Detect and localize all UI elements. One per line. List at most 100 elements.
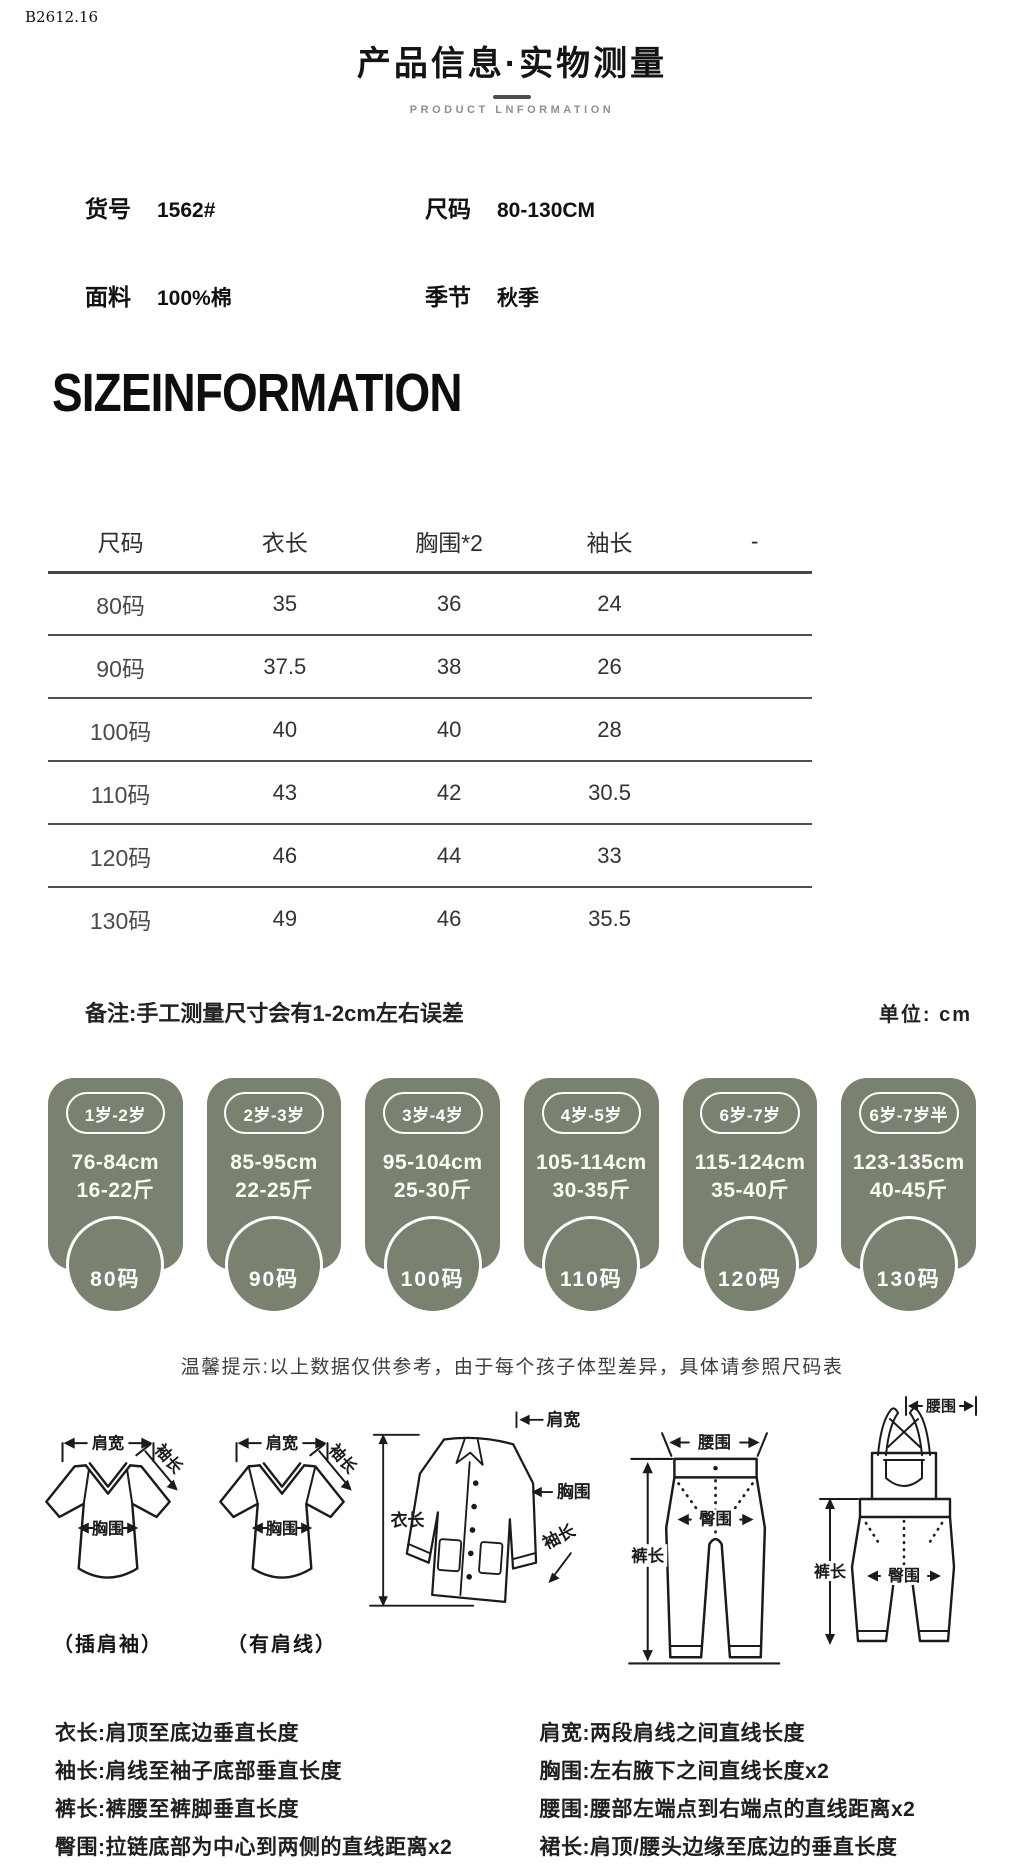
season-value: 秋季	[497, 287, 539, 310]
product-attributes-row-2: 面料 100%棉 季节 秋季	[85, 278, 1024, 312]
tshirt-raglan-diagram: 肩宽 胸围 袖长	[45, 1434, 187, 1579]
age-size-badge-100: 3岁-4岁 95-104cm 25-30斤 100码	[365, 1078, 501, 1322]
size-range-field: 尺码 80-130CM	[425, 190, 765, 224]
garment-length-label: 衣长	[391, 1510, 425, 1530]
col-header-length: 衣长	[261, 530, 308, 557]
raglan-caption: （插肩袖）	[53, 1634, 163, 1656]
size-table-row: 110码 43 42 30.5	[48, 761, 812, 824]
product-attributes: 货号 1562# 尺码 80-130CM 面料 100%棉 季节 秋季	[85, 190, 1024, 312]
sleeve-length-label: 袖长	[539, 1520, 578, 1553]
height-weight-range: 76-84cm 16-22斤	[48, 1149, 183, 1204]
tshirt-shoulder-line-figure: 肩宽 胸围 袖长 （有肩线）	[202, 1429, 362, 1657]
height-weight-range: 115-124cm 35-40斤	[683, 1149, 818, 1204]
shoulder-line-caption: （有肩线）	[227, 1634, 337, 1656]
size-dome: 110码	[542, 1216, 641, 1314]
size-dome: 80码	[66, 1216, 165, 1314]
sleeve-cell: 30.5	[588, 779, 631, 805]
height-range: 105-114cm	[535, 1151, 647, 1174]
item-number-value: 1562#	[157, 199, 216, 222]
length-cell: 37.5	[263, 653, 307, 679]
height-weight-range: 105-114cm 30-35斤	[524, 1149, 659, 1204]
size-cell: 90码	[96, 655, 145, 682]
weight-range: 22-25斤	[235, 1178, 313, 1202]
season-field: 季节 秋季	[425, 278, 765, 312]
length-cell: 43	[272, 779, 298, 805]
age-size-badge-110: 4岁-5岁 105-114cm 30-35斤 110码	[524, 1078, 659, 1322]
height-weight-range: 123-135cm 40-45斤	[841, 1149, 976, 1204]
item-number-field: 货号 1562#	[85, 190, 425, 224]
fabric-field: 面料 100%棉	[85, 278, 425, 312]
age-pill: 3岁-4岁	[382, 1092, 483, 1134]
chest-cell: 44	[436, 842, 462, 868]
size-cell: 80码	[96, 592, 145, 619]
size-dome: 100码	[383, 1216, 482, 1314]
col-header-sleeve: 袖长	[586, 530, 633, 557]
sleeve-cell: 26	[597, 653, 622, 679]
age-pill: 6岁-7岁半	[858, 1092, 959, 1134]
definition-chest: 胸围:左右腋下之间直线长度x2	[539, 1760, 830, 1783]
fabric-label: 面料	[85, 284, 131, 310]
pants-length-label: 裤长	[631, 1547, 664, 1566]
col-header-size: 尺码	[97, 530, 144, 557]
age-size-badge-130: 6岁-7岁半 123-135cm 40-45斤 130码	[841, 1078, 977, 1322]
hip-label: 臀围	[888, 1567, 920, 1585]
chest-cell: 36	[436, 590, 462, 616]
size-tip: 温馨提示:以上数据仅供参考，由于每个孩子体型差异，具体请参照尺码表	[180, 1357, 844, 1378]
weight-range: 40-45斤	[869, 1178, 948, 1202]
season-label: 季节	[425, 284, 471, 310]
length-cell: 46	[272, 842, 298, 868]
size-table: 尺码 衣长 胸围*2 袖长 - 80码 35 36 24 90码 37.5 38…	[48, 512, 812, 950]
size-dome: 120码	[701, 1216, 800, 1314]
page-subtitle: PRODUCT LNFORMATION	[409, 104, 615, 116]
definition-shoulder-width: 肩宽:两段肩线之间直线长度	[539, 1722, 805, 1745]
item-number-label: 货号	[85, 196, 131, 222]
sleeve-cell: 35.5	[588, 906, 631, 931]
definition-hip: 臀围:拉链底部为中心到两侧的直线距离x2	[55, 1836, 453, 1859]
weight-range: 25-30斤	[393, 1178, 472, 1202]
definition-pants-length: 裤长:裤腰至裤脚垂直长度	[55, 1798, 299, 1821]
size-table-row: 120码 46 44 33	[48, 824, 812, 887]
height-range: 76-84cm	[71, 1151, 160, 1174]
weight-range: 30-35斤	[552, 1178, 631, 1202]
age-size-badge-120: 6岁-7岁 115-124cm 35-40斤 120码	[682, 1078, 818, 1322]
tshirt-shoulder-line-diagram: 肩宽 胸围 袖长	[219, 1434, 361, 1579]
waist-label: 腰围	[698, 1434, 731, 1452]
height-weight-range: 85-95cm 22-25斤	[207, 1149, 342, 1204]
tshirt-raglan-figure: 肩宽 胸围 袖长 （插肩袖）	[28, 1429, 188, 1657]
size-table-row: 100码 40 40 28	[48, 698, 812, 761]
sleeve-cell: 33	[597, 842, 622, 868]
col-header-dash: -	[750, 527, 759, 554]
pants-diagram: 腰围 臀围 裤长	[628, 1432, 781, 1665]
definitions-left-column: 衣长:肩顶至底边垂直长度 袖长:肩线至袖子底部垂直长度 裤长:裤腰至裤脚垂直长度…	[55, 1715, 540, 1867]
fabric-value: 100%棉	[157, 287, 232, 310]
empty-cell	[697, 887, 812, 950]
size-table-row: 80码 35 36 24	[48, 572, 812, 635]
age-size-badges: 1岁-2岁 76-84cm 16-22斤 80码 2岁-3岁 85-95cm 2…	[48, 1078, 977, 1322]
length-cell: 49	[272, 906, 298, 931]
empty-cell	[697, 698, 812, 761]
measurement-diagrams: 肩宽 胸围 袖长 （插肩袖） 肩宽 胸围	[28, 1396, 1024, 1689]
page-header: 产品信息·实物测量 PRODUCT LNFORMATION	[0, 0, 1024, 116]
age-pill: 4岁-5岁	[541, 1092, 642, 1134]
chest-cell: 42	[436, 779, 462, 805]
definition-skirt-length: 裙长:肩顶/腰头边缘至底边的垂直长度	[539, 1836, 898, 1859]
pants-length-label: 裤长	[814, 1562, 847, 1581]
measure-note: 备注:手工测量尺寸会有1-2cm左右误差	[85, 1001, 464, 1026]
shoulder-width-label: 肩宽	[547, 1409, 581, 1429]
product-attributes-row-1: 货号 1562# 尺码 80-130CM	[85, 190, 1024, 224]
waist-label: 腰围	[925, 1398, 956, 1415]
age-size-badge-80: 1岁-2岁 76-84cm 16-22斤 80码	[48, 1078, 183, 1322]
age-pill: 6岁-7岁	[700, 1092, 800, 1134]
chest-cell: 38	[436, 653, 462, 679]
length-cell: 35	[272, 590, 298, 616]
height-range: 85-95cm	[230, 1151, 318, 1174]
size-cell: 110码	[90, 781, 151, 808]
size-cell: 120码	[89, 844, 152, 871]
size-dome: 130码	[859, 1216, 958, 1314]
age-pill: 2岁-3岁	[224, 1092, 324, 1134]
height-range: 123-135cm	[852, 1151, 965, 1174]
size-range-value: 80-130CM	[497, 199, 596, 222]
age-pill: 1岁-2岁	[65, 1092, 166, 1134]
size-dome: 90码	[225, 1216, 323, 1314]
hip-label: 臀围	[699, 1510, 732, 1529]
